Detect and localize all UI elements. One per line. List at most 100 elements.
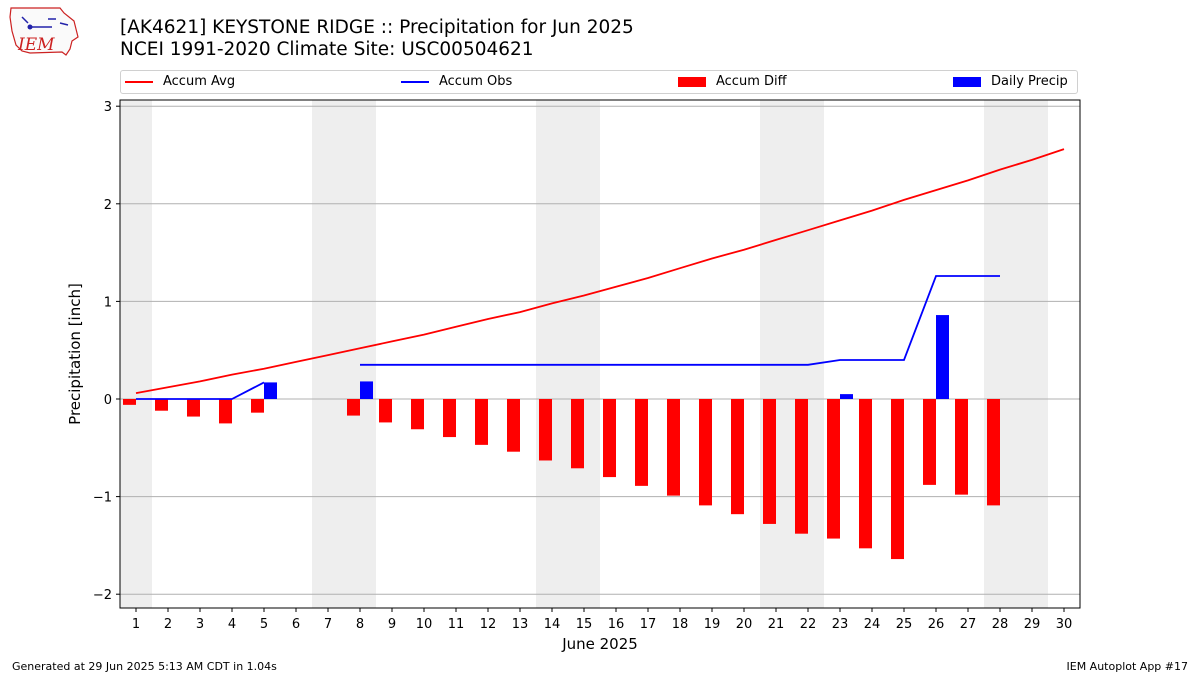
x-tick-label: 27	[960, 617, 977, 632]
iem-logo: IEM	[9, 7, 79, 56]
x-tick-label: 9	[388, 617, 396, 632]
accum-obs-line	[360, 275, 1000, 366]
x-tick-label: 17	[640, 617, 657, 632]
svg-text:IEM: IEM	[17, 35, 55, 55]
weekend-band	[536, 100, 600, 608]
y-tick-label: −2	[93, 588, 112, 603]
accum-diff-bar	[635, 399, 648, 486]
accum-diff-bar	[411, 399, 424, 430]
x-tick-label: 14	[544, 617, 561, 632]
x-tick-label: 30	[1056, 617, 1073, 632]
legend-item-accum-avg: Accum Avg	[125, 74, 235, 90]
accum-diff-bar	[859, 399, 872, 549]
x-tick-label: 3	[196, 617, 204, 632]
legend-item-accum-obs: Accum Obs	[401, 74, 512, 90]
x-tick-label: 11	[448, 617, 465, 632]
x-tick-label: 16	[608, 617, 625, 632]
x-tick-label: 21	[768, 617, 785, 632]
app-credit: IEM Autoplot App #17	[1066, 660, 1189, 673]
accum-obs-line	[136, 381, 265, 400]
x-tick-label: 23	[832, 617, 849, 632]
weekend-band	[120, 100, 152, 608]
series-lines	[135, 148, 1065, 400]
y-tick-label: 2	[104, 198, 112, 213]
accum-diff-bar	[379, 399, 392, 423]
accum-diff-bar	[443, 399, 456, 438]
x-tick-label: 18	[672, 617, 689, 632]
x-tick-label: 20	[736, 617, 753, 632]
accum-diff-bar	[251, 399, 264, 413]
legend-swatch-accum-diff	[678, 76, 706, 87]
legend-item-daily-precip: Daily Precip	[953, 74, 1068, 90]
accum-avg-line	[135, 148, 1065, 394]
bars	[123, 315, 1000, 560]
x-tick-label: 28	[992, 617, 1009, 632]
x-tick-label: 15	[576, 617, 593, 632]
x-tick-label: 8	[356, 617, 364, 632]
accum-diff-bar	[699, 399, 712, 506]
accum-diff-bar	[219, 399, 232, 424]
accum-diff-bar	[507, 399, 520, 452]
x-tick-label: 6	[292, 617, 300, 632]
x-tick-label: 12	[480, 617, 497, 632]
accum-diff-bar	[667, 399, 680, 496]
x-tick-label: 2	[164, 617, 172, 632]
chart-title: [AK4621] KEYSTONE RIDGE :: Precipitation…	[120, 17, 634, 38]
accum-diff-bar	[731, 399, 744, 515]
weekend-band	[760, 100, 824, 608]
x-tick-label: 24	[864, 617, 881, 632]
legend-swatch-daily-precip	[953, 76, 981, 87]
y-tick-label: 1	[104, 295, 112, 310]
accum-diff-bar	[475, 399, 488, 445]
chart-subtitle: NCEI 1991-2020 Climate Site: USC00504621	[120, 39, 534, 60]
accum-diff-bar	[827, 399, 840, 539]
x-tick-label: 1	[132, 617, 140, 632]
x-tick-label: 29	[1024, 617, 1041, 632]
legend-item-accum-diff: Accum Diff	[678, 74, 787, 90]
legend-label-accum-diff: Accum Diff	[716, 74, 787, 89]
legend-swatch-accum-obs	[401, 80, 429, 83]
y-axis-label: Precipitation [inch]	[66, 283, 84, 425]
daily-precip-bar	[840, 394, 853, 399]
accum-diff-bar	[987, 399, 1000, 506]
daily-precip-bar	[936, 315, 949, 399]
plot-frame	[119, 99, 1081, 609]
accum-diff-bar	[763, 399, 776, 524]
accum-diff-bar	[123, 399, 136, 405]
legend-label-daily-precip: Daily Precip	[991, 74, 1068, 89]
weekend-band	[984, 100, 1048, 608]
x-tick-label: 19	[704, 617, 721, 632]
y-tick-label: 3	[104, 100, 112, 115]
x-tick-label: 5	[260, 617, 268, 632]
daily-precip-bar	[264, 382, 277, 399]
x-axis-label: June 2025	[561, 635, 638, 653]
accum-diff-bar	[155, 399, 168, 411]
accum-diff-bar	[923, 399, 936, 485]
weekend-shading	[120, 100, 1048, 608]
accum-diff-bar	[795, 399, 808, 534]
accum-diff-bar	[347, 399, 360, 416]
accum-diff-bar	[603, 399, 616, 478]
accum-diff-bar	[571, 399, 584, 469]
weekend-band	[312, 100, 376, 608]
daily-precip-bar	[360, 381, 373, 399]
x-tick-label: 25	[896, 617, 913, 632]
x-tick-label: 10	[416, 617, 433, 632]
accum-diff-bar	[891, 399, 904, 560]
chart-legend: Accum Avg Accum Obs Accum Diff Daily Pre…	[120, 70, 1078, 94]
x-tick-label: 7	[324, 617, 332, 632]
legend-swatch-accum-avg	[125, 80, 153, 83]
accum-diff-bar	[187, 399, 200, 417]
x-tick-label: 22	[800, 617, 817, 632]
legend-label-accum-obs: Accum Obs	[439, 74, 513, 89]
accum-diff-bar	[539, 399, 552, 461]
generated-timestamp: Generated at 29 Jun 2025 5:13 AM CDT in …	[12, 660, 277, 673]
x-tick-label: 26	[928, 617, 945, 632]
grid-lines	[120, 105, 1080, 595]
legend-label-accum-avg: Accum Avg	[163, 74, 236, 89]
y-tick-label: 0	[104, 393, 112, 408]
y-tick-label: −1	[93, 491, 112, 506]
accum-diff-bar	[955, 399, 968, 495]
